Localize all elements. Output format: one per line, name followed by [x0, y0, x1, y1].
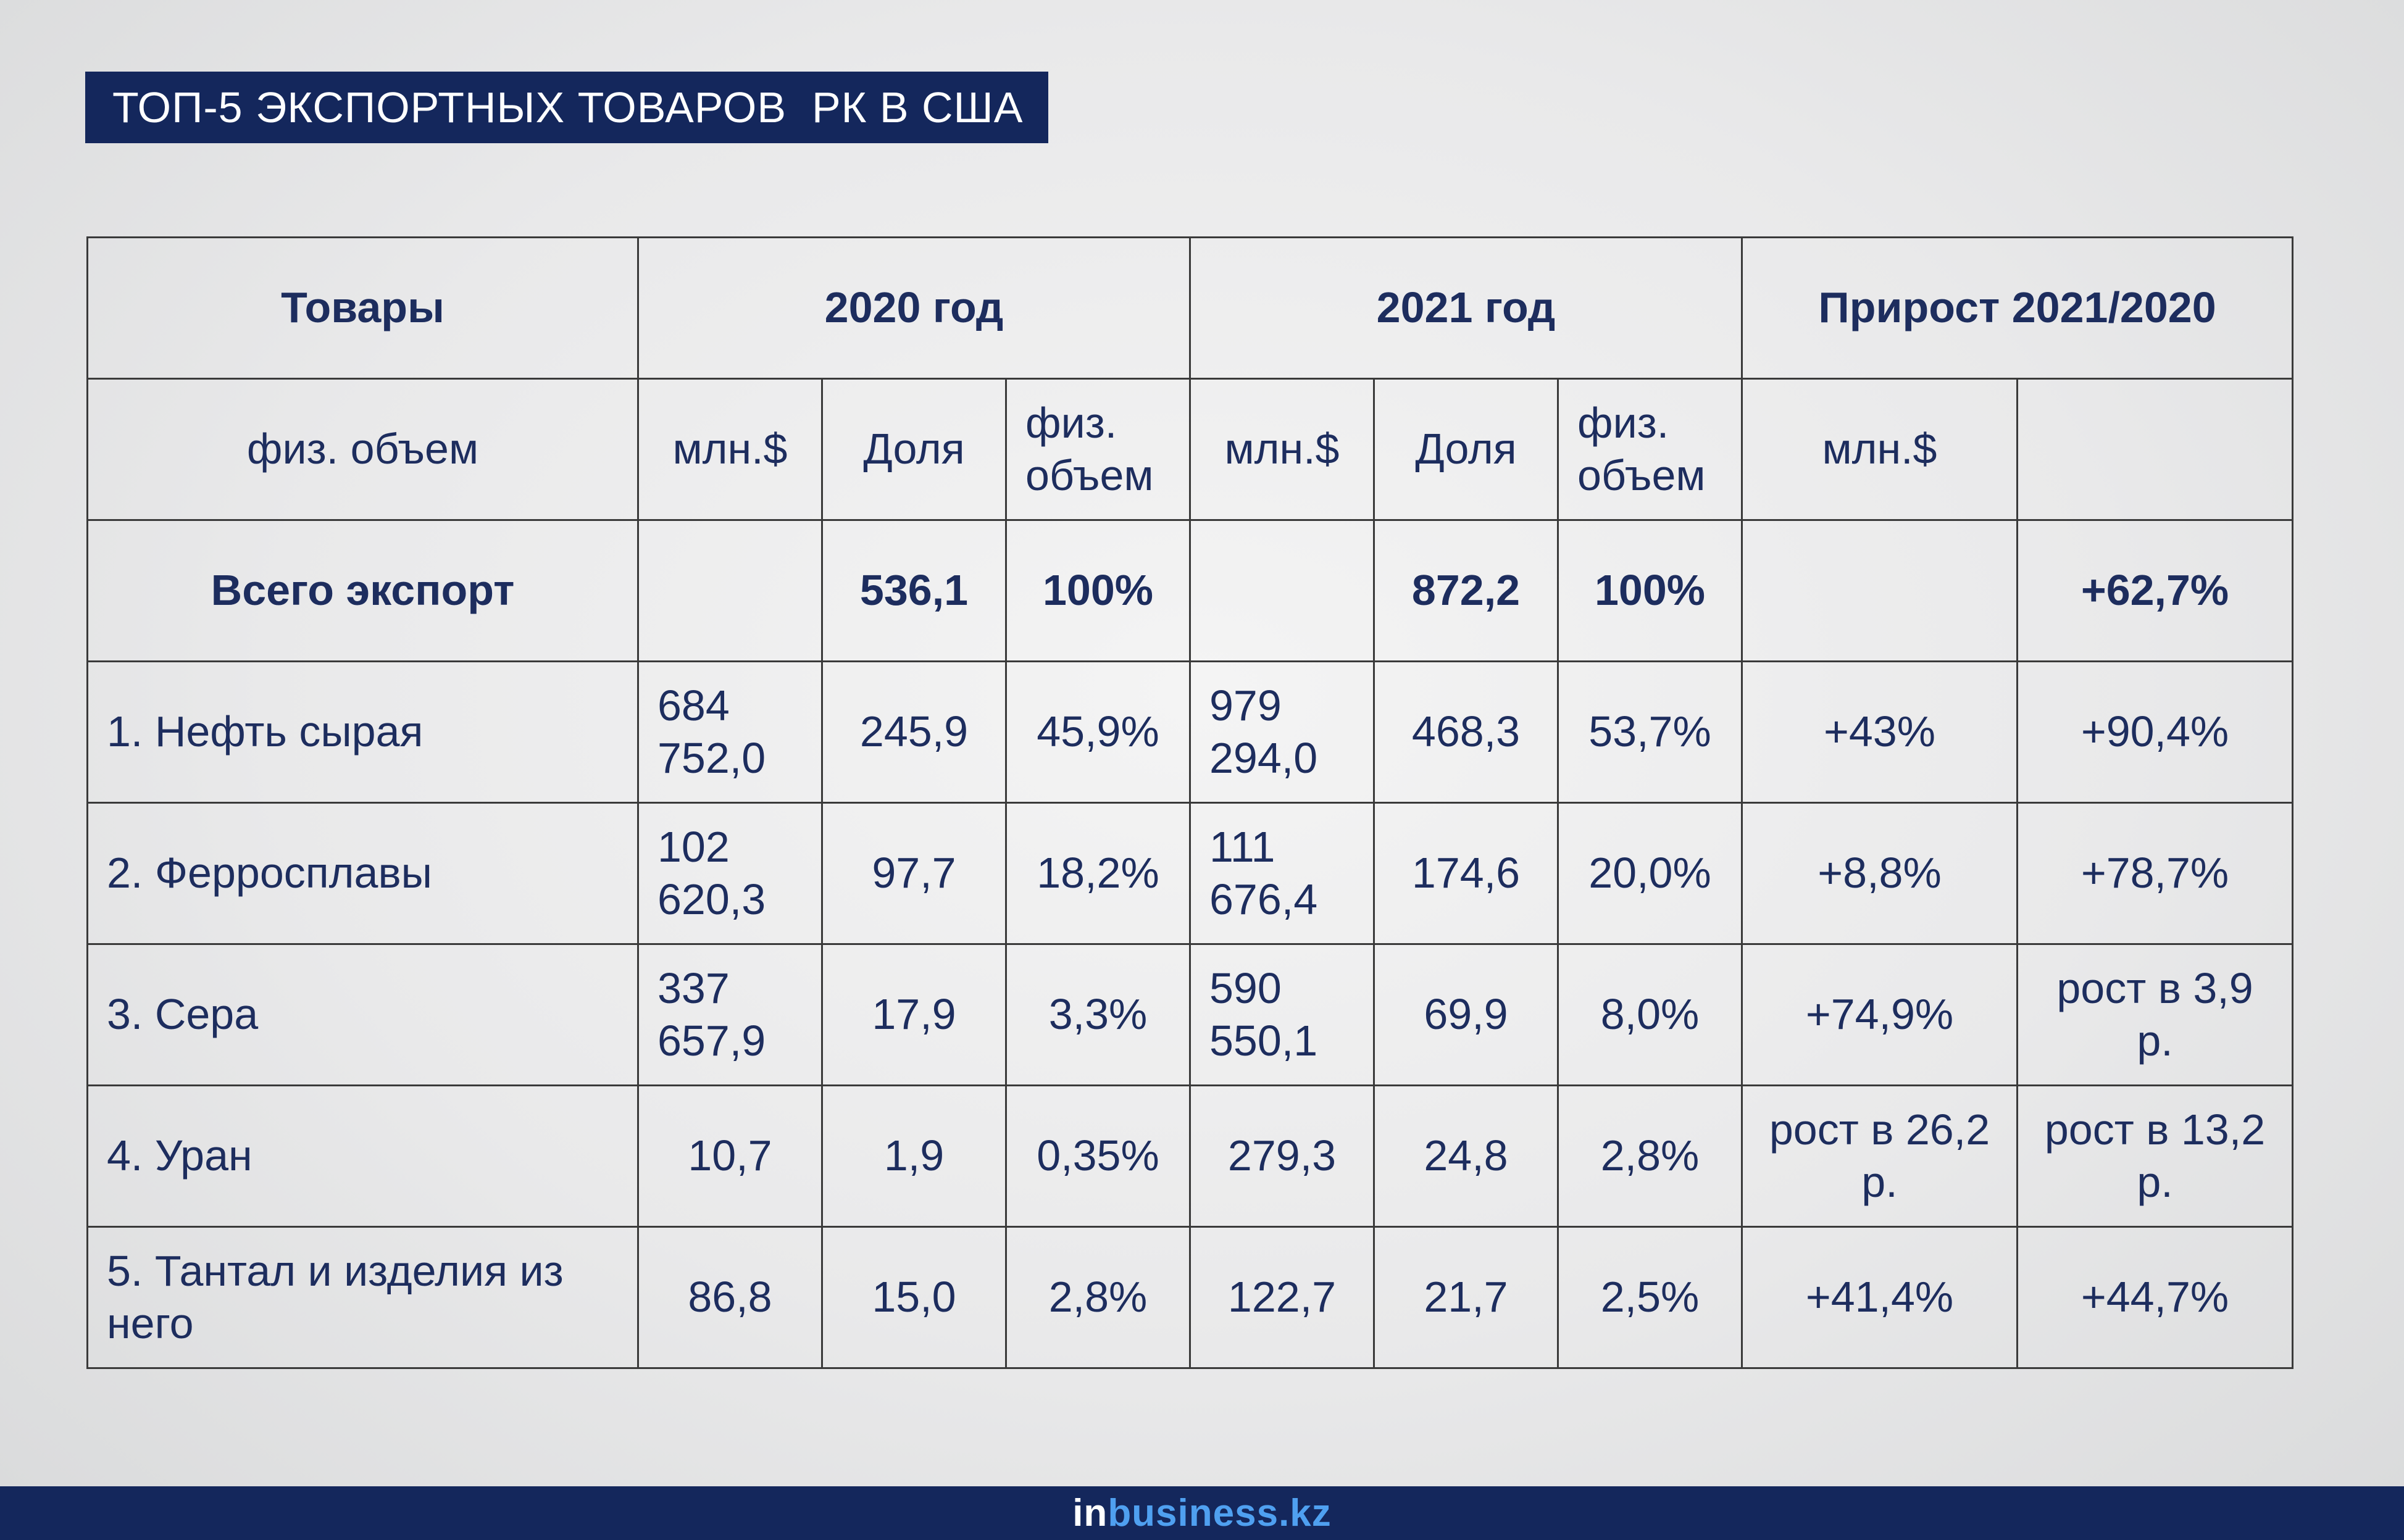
- table-cell: 174,6: [1373, 802, 1559, 945]
- header-growth: Прирост 2021/2020: [1740, 236, 2294, 380]
- table-cell: 102 620,3: [637, 802, 823, 945]
- brand-logo[interactable]: inbusiness.kz: [1072, 1491, 1332, 1535]
- table-row: 1. Нефть сырая 684 752,0 245,9 45,9% 979…: [86, 660, 2294, 804]
- title-banner: ТОП-5 ЭКСПОРТНЫХ ТОВАРОВ РК В США: [85, 72, 1048, 143]
- subheader-cell: Доля: [1373, 378, 1559, 521]
- logo-suffix: business.kz: [1108, 1492, 1332, 1534]
- table-cell: 45,9%: [1005, 660, 1191, 804]
- subheader-cell: млн.$: [1189, 378, 1375, 521]
- table-cell: 1,9: [821, 1084, 1007, 1228]
- export-table: Товары 2020 год 2021 год Прирост 2021/20…: [86, 236, 2294, 1369]
- subheader-row: физ. объем млн.$ Доля физ. объем млн.$ Д…: [86, 378, 2294, 521]
- total-cell: 872,2: [1373, 519, 1559, 662]
- table-cell: 8,0%: [1557, 943, 1743, 1086]
- subheader-cell: млн.$: [1741, 378, 2018, 521]
- header-goods: Товары: [86, 236, 639, 380]
- total-cell: 536,1: [821, 519, 1007, 662]
- table-row: 5. Тантал и изделия из него 86,8 15,0 2,…: [86, 1226, 2294, 1369]
- header-2021: 2021 год: [1189, 236, 1743, 380]
- table-cell: 590 550,1: [1189, 943, 1375, 1086]
- table-cell: 0,35%: [1005, 1084, 1191, 1228]
- goods-name: 3. Сера: [86, 943, 639, 1086]
- table-cell: 468,3: [1373, 660, 1559, 804]
- goods-name: 2. Ферросплавы: [86, 802, 639, 945]
- table-row: 4. Уран 10,7 1,9 0,35% 279,3 24,8 2,8% р…: [86, 1084, 2294, 1228]
- subheader-cell: физ. объем: [1557, 378, 1743, 521]
- subheader-goods: физ. объем: [86, 378, 639, 521]
- goods-name: 1. Нефть сырая: [86, 660, 639, 804]
- table-cell: +41,4%: [1741, 1226, 2018, 1369]
- goods-name: 5. Тантал и изделия из него: [86, 1226, 639, 1369]
- table-cell: 15,0: [821, 1226, 1007, 1369]
- table-cell: 97,7: [821, 802, 1007, 945]
- table-cell: 21,7: [1373, 1226, 1559, 1369]
- header-2020: 2020 год: [637, 236, 1191, 380]
- table-cell: 2,5%: [1557, 1226, 1743, 1369]
- total-cell: 100%: [1557, 519, 1743, 662]
- footer-bar: inbusiness.kz: [0, 1486, 2404, 1540]
- table-cell: +8,8%: [1741, 802, 2018, 945]
- table-cell: +74,9%: [1741, 943, 2018, 1086]
- table-cell: 122,7: [1189, 1226, 1375, 1369]
- table-cell: 279,3: [1189, 1084, 1375, 1228]
- logo-prefix: in: [1072, 1492, 1108, 1534]
- total-label: Всего экспорт: [86, 519, 639, 662]
- table-cell: рост в 3,9 р.: [2016, 943, 2294, 1086]
- table-cell: 20,0%: [1557, 802, 1743, 945]
- total-cell: [1189, 519, 1375, 662]
- subheader-cell: млн.$: [637, 378, 823, 521]
- table-row: 3. Сера 337 657,9 17,9 3,3% 590 550,1 69…: [86, 943, 2294, 1086]
- subheader-cell: [2016, 378, 2294, 521]
- total-row: Всего экспорт 536,1 100% 872,2 100% +62,…: [86, 519, 2294, 662]
- table-cell: 2,8%: [1557, 1084, 1743, 1228]
- table-cell: 53,7%: [1557, 660, 1743, 804]
- table-cell: 18,2%: [1005, 802, 1191, 945]
- table-cell: +90,4%: [2016, 660, 2294, 804]
- table-cell: 3,3%: [1005, 943, 1191, 1086]
- header-row: Товары 2020 год 2021 год Прирост 2021/20…: [86, 236, 2294, 380]
- table-cell: 684 752,0: [637, 660, 823, 804]
- table-cell: 86,8: [637, 1226, 823, 1369]
- goods-name: 4. Уран: [86, 1084, 639, 1228]
- table-cell: +78,7%: [2016, 802, 2294, 945]
- table-cell: 245,9: [821, 660, 1007, 804]
- table-cell: 979 294,0: [1189, 660, 1375, 804]
- table-cell: 337 657,9: [637, 943, 823, 1086]
- page-title: ТОП-5 ЭКСПОРТНЫХ ТОВАРОВ РК В США: [112, 83, 1024, 131]
- table-cell: рост в 26,2 р.: [1741, 1084, 2018, 1228]
- table-cell: рост в 13,2 р.: [2016, 1084, 2294, 1228]
- table-cell: 24,8: [1373, 1084, 1559, 1228]
- total-cell: [637, 519, 823, 662]
- table-cell: +44,7%: [2016, 1226, 2294, 1369]
- table-row: 2. Ферросплавы 102 620,3 97,7 18,2% 111 …: [86, 802, 2294, 945]
- table-cell: +43%: [1741, 660, 2018, 804]
- subheader-cell: Доля: [821, 378, 1007, 521]
- total-cell: 100%: [1005, 519, 1191, 662]
- table-cell: 111 676,4: [1189, 802, 1375, 945]
- table-cell: 10,7: [637, 1084, 823, 1228]
- table-cell: 69,9: [1373, 943, 1559, 1086]
- table-cell: 2,8%: [1005, 1226, 1191, 1369]
- table-cell: 17,9: [821, 943, 1007, 1086]
- subheader-cell: физ. объем: [1005, 378, 1191, 521]
- total-cell: +62,7%: [2016, 519, 2294, 662]
- total-cell: [1741, 519, 2018, 662]
